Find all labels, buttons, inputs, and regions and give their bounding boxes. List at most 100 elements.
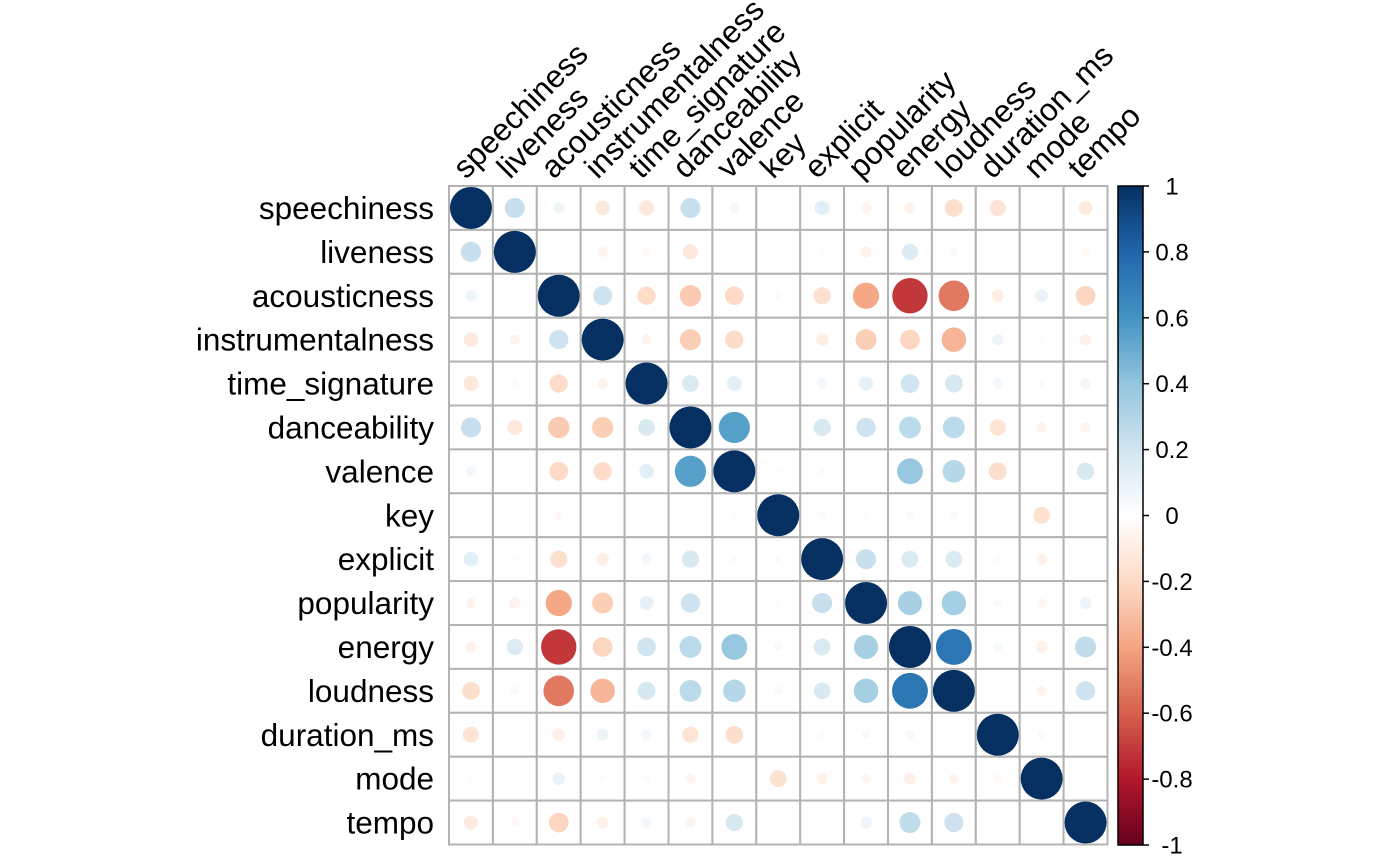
corr-circle-duration_ms-key	[776, 732, 781, 737]
corr-circle-acousticness-danceability	[679, 285, 702, 307]
colorbar-tick-label: -0.4	[1151, 635, 1192, 662]
corr-circle-mode-popularity	[861, 773, 871, 784]
corr-circle-speechiness-acousticness	[553, 202, 565, 214]
corr-circle-acousticness-popularity	[852, 282, 880, 309]
corr-circle-valence-key	[775, 468, 782, 475]
corr-circle-acousticness-time_signature	[637, 286, 656, 305]
corr-circle-energy-acousticness	[541, 629, 577, 665]
corr-circle-tempo-explicit	[820, 820, 825, 825]
corr-circle-liveness-time_signature	[642, 247, 651, 257]
corr-circle-speechiness-liveness	[504, 197, 525, 219]
corr-circle-liveness-liveness	[493, 230, 536, 273]
corr-circle-tempo-popularity	[860, 816, 872, 829]
corr-circle-popularity-key	[775, 600, 782, 607]
corr-circle-mode-acousticness	[552, 772, 566, 785]
corr-circle-popularity-loudness	[941, 590, 967, 616]
corr-circle-danceability-popularity	[856, 417, 876, 438]
corr-circle-key-time_signature	[644, 513, 649, 518]
corr-circle-duration_ms-popularity	[861, 730, 871, 739]
row-label: mode	[355, 761, 434, 797]
corr-circle-instrumentalness-popularity	[855, 329, 877, 351]
corr-circle-key-valence	[731, 512, 738, 519]
corr-circle-energy-explicit	[813, 638, 831, 656]
colorbar-tick-label: 0.8	[1155, 239, 1188, 266]
colorbar-tick-label: 1	[1165, 174, 1178, 201]
corr-circle-time_signature-valence	[727, 376, 742, 391]
corr-circle-explicit-valence	[730, 555, 738, 563]
colorbar-tick-label: 0.2	[1155, 437, 1188, 464]
colorbar-tick-label: -1	[1161, 833, 1182, 860]
corr-circle-acousticness-valence	[724, 286, 744, 306]
row-label: explicit	[338, 541, 435, 577]
corr-circle-valence-mode	[1039, 469, 1044, 474]
corr-circle-popularity-tempo	[1079, 597, 1092, 609]
grid-cell	[1018, 667, 1065, 714]
row-label: instrumentalness	[196, 322, 434, 358]
corr-circle-tempo-tempo	[1064, 801, 1107, 844]
corr-circle-liveness-instrumentalness	[597, 246, 608, 257]
row-label: duration_ms	[261, 717, 434, 753]
corr-circle-duration_ms-acousticness	[552, 728, 566, 742]
corr-circle-time_signature-tempo	[1080, 378, 1091, 389]
row-label: danceability	[268, 409, 435, 445]
corr-circle-valence-explicit	[818, 467, 826, 475]
colorbar-tick-label: 0.6	[1155, 305, 1188, 332]
corr-circle-speechiness-popularity	[860, 202, 872, 214]
corr-circle-duration_ms-mode	[1037, 730, 1046, 739]
corr-circle-key-acousticness	[554, 511, 563, 520]
corr-circle-explicit-explicit	[801, 538, 844, 581]
grid-cell	[755, 185, 802, 231]
grid-cell	[1062, 404, 1109, 451]
corr-circle-valence-liveness	[512, 469, 517, 474]
corr-circle-instrumentalness-tempo	[1079, 333, 1092, 346]
corr-circle-mode-danceability	[685, 773, 696, 784]
corr-circle-instrumentalness-valence	[725, 330, 744, 349]
corr-circle-time_signature-speechiness	[463, 375, 479, 392]
corr-circle-valence-speechiness	[465, 466, 477, 477]
corr-circle-explicit-time_signature	[641, 554, 652, 565]
corr-circle-popularity-energy	[897, 590, 923, 616]
corr-circle-valence-valence	[713, 450, 756, 493]
corr-circle-time_signature-liveness	[510, 379, 520, 388]
corr-circle-duration_ms-liveness	[512, 732, 517, 737]
corr-circle-liveness-danceability	[682, 244, 699, 260]
corr-circle-tempo-loudness	[944, 812, 964, 833]
corr-circle-liveness-valence	[732, 249, 737, 254]
corr-circle-time_signature-acousticness	[549, 374, 568, 393]
corr-circle-duration_ms-time_signature	[641, 729, 652, 740]
corr-circle-speechiness-danceability	[680, 197, 701, 219]
corr-circle-instrumentalness-acousticness	[549, 330, 569, 350]
corr-circle-popularity-explicit	[812, 592, 833, 614]
corr-circle-instrumentalness-speechiness	[463, 332, 479, 347]
corr-circle-speechiness-instrumentalness	[595, 200, 610, 216]
row-label: acousticness	[252, 278, 434, 314]
corr-circle-energy-instrumentalness	[592, 637, 613, 657]
corr-circle-danceability-tempo	[1080, 422, 1091, 433]
row-label: liveness	[320, 234, 434, 270]
corr-circle-key-duration_ms	[995, 513, 1000, 518]
row-label: tempo	[346, 805, 434, 841]
corr-circle-instrumentalness-danceability	[679, 329, 701, 351]
corr-circle-danceability-acousticness	[548, 416, 570, 439]
corr-circle-loudness-time_signature	[637, 681, 656, 700]
corr-circle-speechiness-energy	[904, 202, 916, 214]
corr-circle-key-explicit	[818, 511, 826, 519]
corr-circle-key-mode	[1033, 506, 1051, 524]
corr-circle-liveness-speechiness	[460, 241, 482, 262]
corr-circle-loudness-acousticness	[543, 675, 575, 707]
corr-circle-energy-key	[774, 642, 783, 652]
corr-circle-key-popularity	[863, 512, 870, 519]
corr-circle-loudness-explicit	[813, 682, 831, 700]
corr-circle-loudness-loudness	[932, 669, 975, 712]
corr-circle-popularity-popularity	[845, 582, 888, 625]
corr-circle-energy-speechiness	[465, 641, 477, 653]
grid-cell	[1062, 667, 1109, 714]
corr-circle-loudness-duration_ms	[995, 688, 1000, 693]
corr-circle-time_signature-key	[776, 381, 781, 386]
corr-circle-speechiness-tempo	[1078, 200, 1093, 215]
corr-circle-explicit-duration_ms	[994, 555, 1002, 563]
corr-circle-tempo-liveness	[510, 818, 520, 827]
corr-circle-valence-duration_ms	[988, 462, 1007, 481]
corr-circle-popularity-speechiness	[465, 597, 477, 609]
